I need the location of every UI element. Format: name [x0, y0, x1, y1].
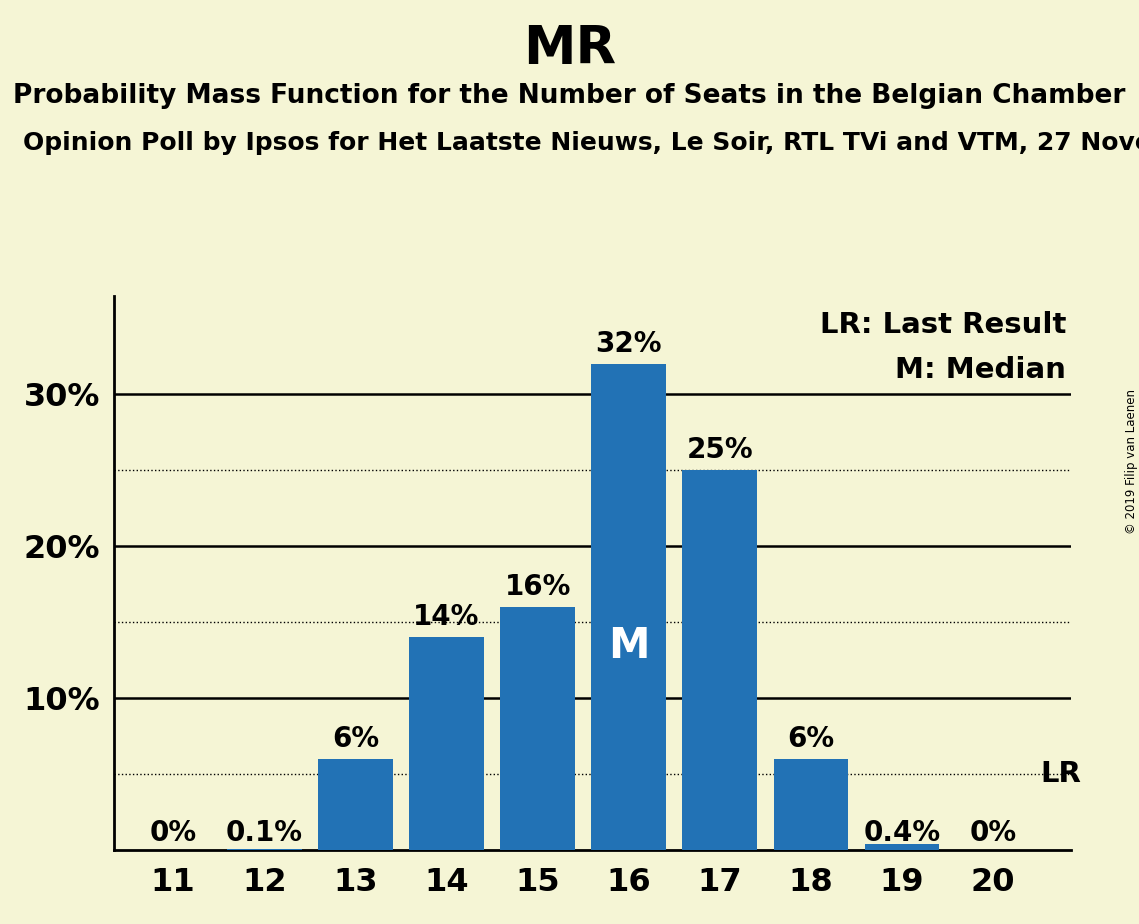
Text: 0%: 0%: [149, 819, 197, 847]
Text: MR: MR: [523, 23, 616, 75]
Text: M: M: [608, 625, 649, 667]
Text: 0%: 0%: [969, 819, 1017, 847]
Text: LR: Last Result: LR: Last Result: [820, 310, 1066, 339]
Text: LR: LR: [1041, 760, 1081, 788]
Text: 14%: 14%: [413, 603, 480, 631]
Text: © 2019 Filip van Laenen: © 2019 Filip van Laenen: [1124, 390, 1138, 534]
Text: 0.4%: 0.4%: [863, 819, 941, 847]
Bar: [318, 759, 393, 850]
Bar: [591, 364, 666, 850]
Bar: [682, 470, 757, 850]
Text: M: Median: M: Median: [895, 357, 1066, 384]
Text: Opinion Poll by Ipsos for Het Laatste Nieuws, Le Soir, RTL TVi and VTM, 27 Novem: Opinion Poll by Ipsos for Het Laatste Ni…: [23, 131, 1139, 155]
Text: 32%: 32%: [596, 330, 662, 358]
Text: Probability Mass Function for the Number of Seats in the Belgian Chamber: Probability Mass Function for the Number…: [14, 83, 1125, 109]
Bar: [773, 759, 849, 850]
Text: 6%: 6%: [787, 724, 835, 753]
Text: 6%: 6%: [331, 724, 379, 753]
Text: 16%: 16%: [505, 573, 571, 601]
Text: 0.1%: 0.1%: [226, 819, 303, 847]
Bar: [865, 844, 940, 850]
Bar: [227, 848, 302, 850]
Bar: [500, 607, 575, 850]
Bar: [409, 638, 484, 850]
Text: 25%: 25%: [687, 436, 753, 464]
